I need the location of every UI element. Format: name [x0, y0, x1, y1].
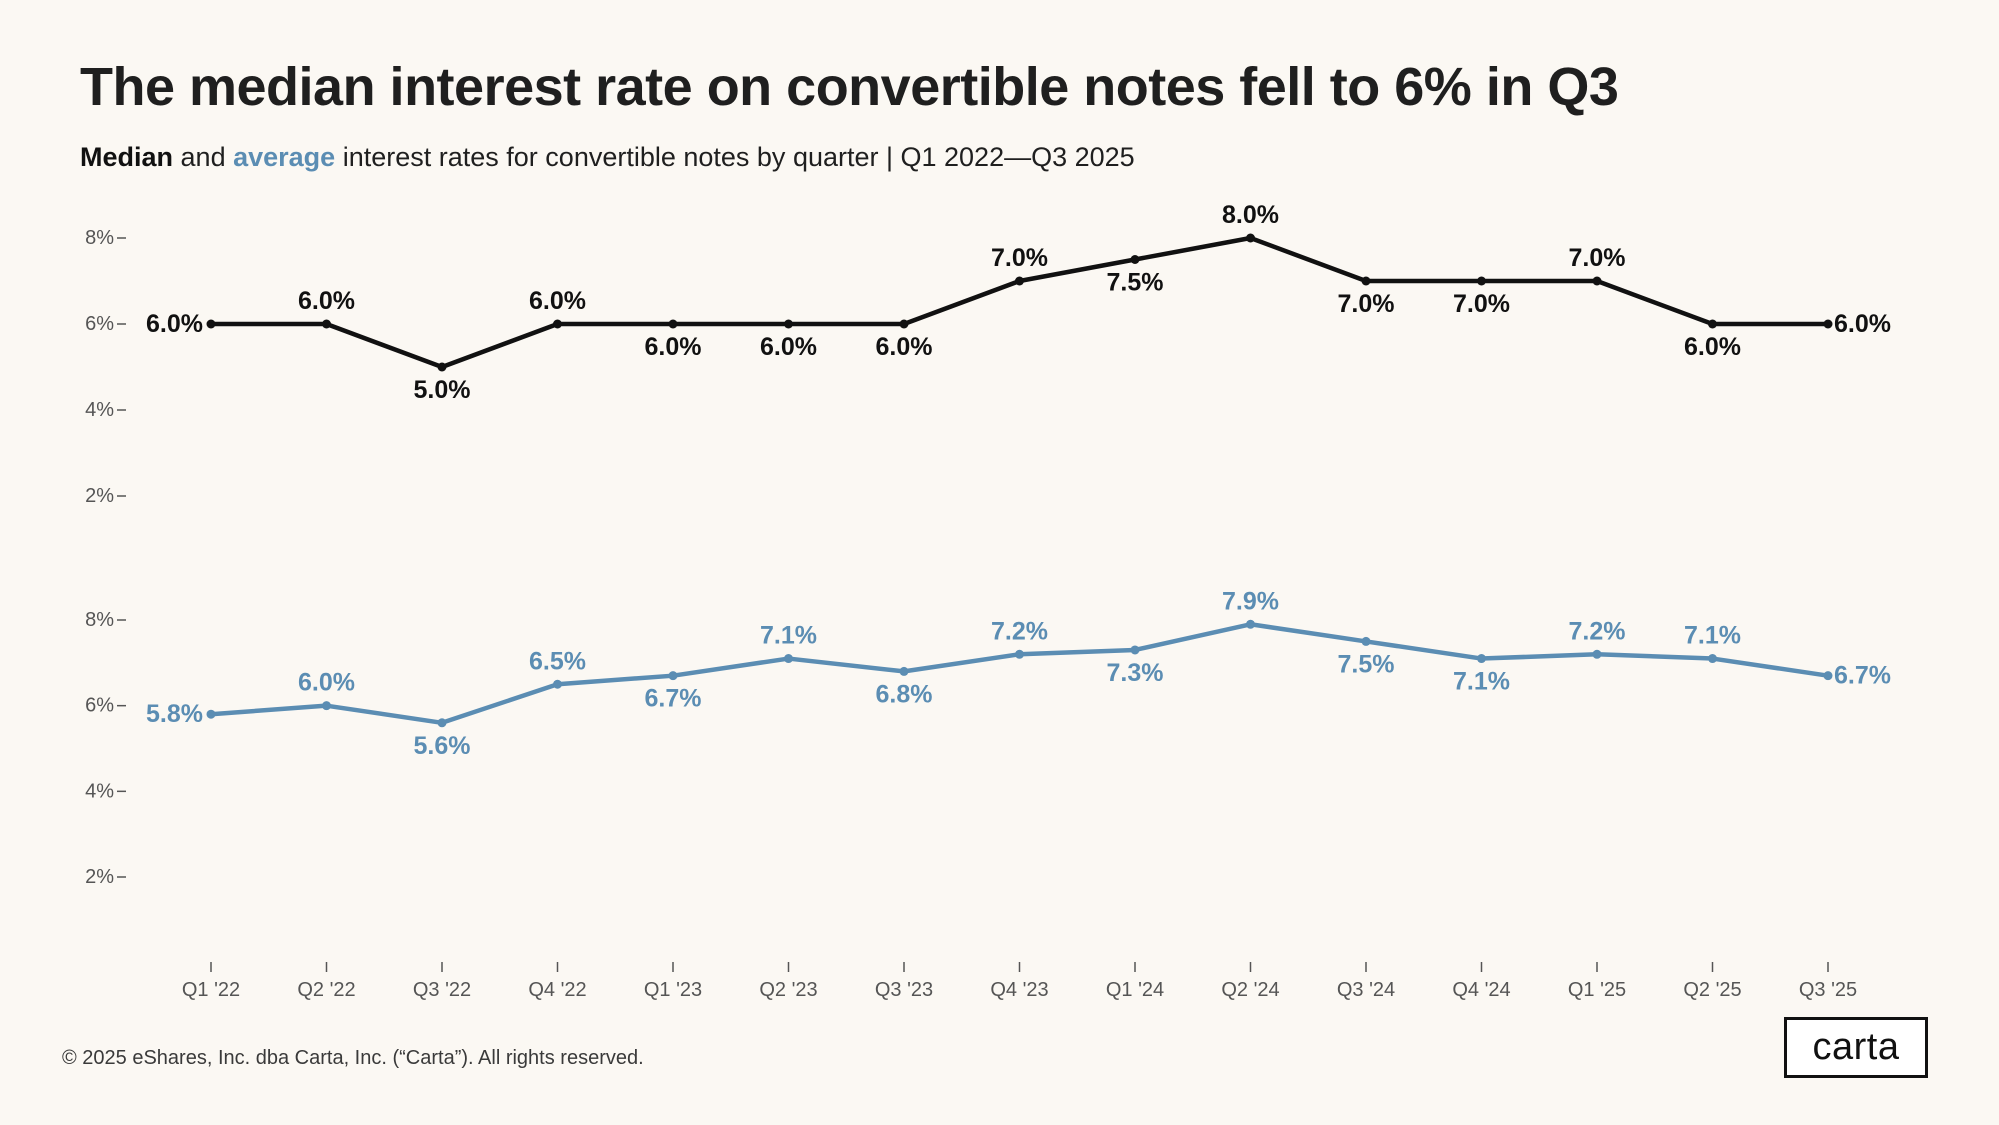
median-data-label: 6.0% — [146, 310, 203, 338]
y-tick-label-median: 8% — [85, 227, 114, 249]
average-data-label: 7.2% — [1569, 617, 1626, 645]
median-data-label: 8.0% — [1222, 201, 1279, 229]
y-tick-label-average: 8% — [85, 609, 114, 631]
median-data-label: 6.0% — [876, 333, 933, 361]
x-tick-label: Q1 '22 — [182, 979, 240, 1001]
average-data-label: 7.1% — [1453, 668, 1510, 696]
x-tick-label: Q1 '25 — [1568, 979, 1626, 1001]
x-tick-label: Q4 '24 — [1452, 979, 1510, 1001]
average-data-label: 6.5% — [529, 647, 586, 675]
chart-subtitle: Median and average interest rates for co… — [80, 142, 1135, 173]
average-data-label: 7.5% — [1338, 650, 1395, 678]
x-tick-label: Q3 '22 — [413, 979, 471, 1001]
average-data-label: 5.6% — [414, 732, 471, 760]
average-data-label: 7.1% — [760, 622, 817, 650]
median-data-point — [1361, 276, 1371, 286]
average-data-point — [1477, 654, 1486, 664]
median-data-label: 7.0% — [991, 244, 1048, 272]
average-data-point — [784, 654, 793, 664]
y-tick-label-average: 4% — [85, 780, 114, 802]
line-chart: 2% 4% 6% 8% 2% 4% 6% 8% Q1 '22 Q2 '22 Q3 '22 Q4 '22… — [85, 201, 1891, 1001]
average-data-point — [1361, 636, 1371, 646]
subtitle-median-word: Median — [80, 142, 174, 172]
average-data-label: 6.8% — [876, 680, 933, 708]
average-data-point — [1130, 645, 1140, 655]
y-tick-label-median: 4% — [85, 399, 114, 421]
x-tick-label: Q3 '24 — [1337, 979, 1395, 1001]
average-data-label: 6.0% — [298, 669, 355, 697]
subtitle-rest: interest rates for convertible notes by … — [342, 142, 1135, 172]
median-data-label: 6.0% — [529, 287, 586, 315]
median-data-label: 7.0% — [1338, 290, 1395, 318]
y-tick-label-average: 6% — [85, 695, 114, 717]
average-data-label: 6.7% — [1834, 662, 1891, 690]
median-data-point — [322, 319, 331, 329]
average-data-point — [553, 679, 562, 689]
average-data-point — [1823, 671, 1833, 681]
x-tick-label: Q4 '22 — [528, 979, 586, 1001]
median-data-point — [1708, 319, 1717, 329]
x-tick-label: Q3 '25 — [1799, 979, 1857, 1001]
average-data-point — [1708, 654, 1717, 664]
y-tick-label-median: 2% — [85, 485, 114, 507]
median-data-label: 6.0% — [760, 333, 817, 361]
median-data-point — [206, 319, 216, 329]
median-data-point — [1015, 276, 1024, 286]
median-data-point — [553, 319, 562, 329]
median-data-point — [1130, 255, 1140, 264]
average-data-point — [1246, 619, 1255, 629]
median-data-point — [1823, 319, 1833, 329]
average-data-label: 7.9% — [1222, 587, 1279, 615]
median-data-point — [668, 319, 678, 329]
median-data-label: 7.5% — [1107, 269, 1164, 297]
average-data-point — [437, 718, 447, 728]
median-data-label: 7.0% — [1453, 290, 1510, 318]
x-tick-label: Q2 '22 — [297, 979, 355, 1001]
median-data-label: 6.0% — [298, 287, 355, 315]
average-data-label: 7.1% — [1684, 622, 1741, 650]
subtitle-and-word: and — [180, 142, 226, 172]
chart-title: The median interest rate on convertible … — [80, 57, 1619, 117]
median-data-label: 5.0% — [414, 376, 471, 404]
carta-logo-text: carta — [1812, 1026, 1900, 1068]
median-data-label: 7.0% — [1569, 244, 1626, 272]
average-data-label: 7.2% — [991, 617, 1048, 645]
x-tick-label: Q1 '24 — [1106, 979, 1164, 1001]
median-data-label: 6.0% — [1684, 333, 1741, 361]
median-data-point — [899, 319, 909, 329]
average-data-point — [668, 671, 678, 681]
carta-logo: carta — [1784, 1017, 1928, 1078]
y-tick-label-median: 6% — [85, 313, 114, 335]
average-data-point — [899, 666, 909, 676]
x-tick-label: Q2 '23 — [759, 979, 817, 1001]
y-tick-label-average: 2% — [85, 866, 114, 888]
median-data-label: 6.0% — [645, 333, 702, 361]
median-data-point — [784, 319, 793, 329]
median-data-point — [1592, 276, 1602, 286]
x-tick-label: Q3 '23 — [875, 979, 933, 1001]
average-data-point — [1015, 649, 1024, 659]
average-data-point — [206, 709, 216, 719]
average-data-point — [322, 701, 331, 711]
average-data-label: 7.3% — [1107, 659, 1164, 687]
x-tick-label: Q2 '24 — [1221, 979, 1279, 1001]
copyright-footer: © 2025 eShares, Inc. dba Carta, Inc. (“C… — [62, 1047, 644, 1069]
median-data-label: 6.0% — [1834, 310, 1891, 338]
average-data-point — [1592, 649, 1602, 659]
x-tick-label: Q4 '23 — [990, 979, 1048, 1001]
subtitle-average-word: average — [233, 142, 336, 172]
median-data-point — [437, 362, 447, 372]
x-tick-label: Q1 '23 — [644, 979, 702, 1001]
average-data-label: 5.8% — [146, 700, 203, 728]
x-tick-label: Q2 '25 — [1683, 979, 1741, 1001]
median-data-point — [1246, 233, 1255, 243]
average-data-label: 6.7% — [645, 685, 702, 713]
median-data-point — [1477, 276, 1486, 286]
